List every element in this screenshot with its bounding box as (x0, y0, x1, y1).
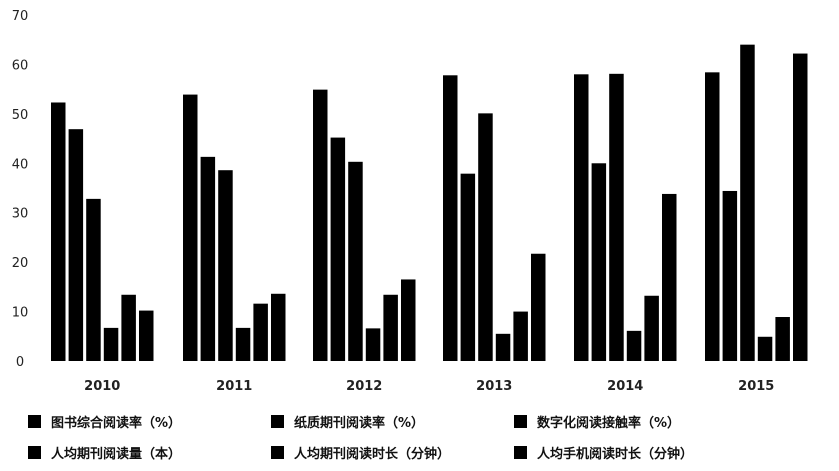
bar-2013-series-1 (443, 75, 458, 361)
bar-2015-series-2 (722, 190, 738, 361)
x-tick-label: 2013 (476, 379, 512, 390)
bar-2012-series-5 (383, 294, 398, 361)
legend-item: 人均手机阅读时长（分钟） (514, 443, 757, 462)
bar-chart: 0 10 20 30 40 50 60 70 2010 2011 2012 2013 2014 2015 (12, 9, 808, 390)
legend-label: 人均期刊阅读量（本） (51, 447, 182, 462)
bar-2011-series-1 (183, 94, 198, 361)
y-tick-label: 10 (12, 306, 29, 321)
bar-2014-series-6 (662, 193, 677, 361)
x-tick-label: 2010 (84, 379, 120, 390)
bar-2012-series-3 (348, 161, 363, 361)
bar-2014-series-5 (644, 295, 659, 361)
x-axis: 2010 2011 2012 2013 2014 2015 (84, 379, 774, 390)
bar-2015-series-6 (793, 53, 808, 361)
bars (51, 44, 808, 362)
y-tick-label: 60 (12, 58, 29, 73)
bar-2010-series-6 (139, 310, 154, 361)
bar-2011-series-2 (200, 156, 216, 361)
legend-swatch (514, 415, 527, 428)
bar-2010-series-3 (86, 198, 101, 361)
y-tick-label: 70 (12, 9, 29, 24)
bar-2011-series-3 (218, 170, 233, 361)
x-tick-label: 2012 (346, 379, 382, 390)
legend-label: 数字化阅读接触率（%） (537, 416, 681, 431)
bar-2014-series-1 (574, 74, 589, 362)
y-tick-label: 0 (16, 355, 24, 370)
legend-label: 图书综合阅读率（%） (51, 416, 182, 431)
y-tick-label: 50 (12, 108, 29, 123)
bar-2010-series-1 (51, 102, 66, 361)
bar-2012-series-4 (365, 328, 381, 361)
legend-swatch (28, 446, 41, 459)
bar-2010-series-5 (121, 294, 136, 361)
bar-2013-series-5 (513, 311, 528, 361)
y-tick-label: 30 (12, 207, 29, 222)
bar-2011-series-6 (271, 293, 286, 361)
legend-label: 纸质期刊阅读率（%） (294, 416, 425, 431)
bar-2010-series-2 (68, 129, 84, 361)
bar-2015-series-4 (757, 336, 773, 361)
y-axis: 0 10 20 30 40 50 60 70 (12, 9, 29, 370)
bar-2012-series-1 (313, 89, 328, 361)
legend-swatch (28, 415, 41, 428)
legend-item: 数字化阅读接触率（%） (514, 412, 757, 431)
legend-swatch (271, 446, 284, 459)
bar-2013-series-2 (460, 173, 476, 361)
bar-2013-series-4 (495, 333, 511, 361)
x-tick-label: 2011 (216, 379, 252, 390)
bar-2015-series-3 (740, 44, 755, 362)
legend-label: 人均手机阅读时长（分钟） (537, 447, 694, 462)
legend-item: 人均期刊阅读量（本） (28, 443, 271, 462)
legend-item: 图书综合阅读率（%） (28, 412, 271, 431)
bar-2010-series-4 (103, 327, 119, 361)
legend-label: 人均期刊阅读时长（分钟） (294, 447, 451, 462)
bar-2015-series-5 (775, 317, 790, 361)
bar-2014-series-3 (609, 73, 624, 361)
legend: 图书综合阅读率（%） 纸质期刊阅读率（%） 数字化阅读接触率（%） 人均期刊阅读量（本… (28, 412, 828, 462)
legend-item: 人均期刊阅读时长（分钟） (271, 443, 514, 462)
bar-2013-series-3 (478, 113, 493, 361)
y-tick-label: 20 (12, 256, 29, 271)
bar-2014-series-4 (626, 330, 642, 361)
legend-swatch (271, 415, 284, 428)
bar-2012-series-6 (401, 279, 416, 361)
x-tick-label: 2014 (607, 379, 643, 390)
bar-2015-series-1 (705, 72, 720, 361)
x-tick-label: 2015 (738, 379, 774, 390)
bar-2011-series-4 (235, 327, 251, 361)
legend-item: 纸质期刊阅读率（%） (271, 412, 514, 431)
bar-2014-series-2 (591, 163, 607, 361)
bar-2011-series-5 (253, 303, 268, 361)
bar-2013-series-6 (531, 253, 546, 361)
y-tick-label: 40 (12, 157, 29, 172)
bar-2012-series-2 (330, 137, 346, 361)
legend-swatch (514, 446, 527, 459)
